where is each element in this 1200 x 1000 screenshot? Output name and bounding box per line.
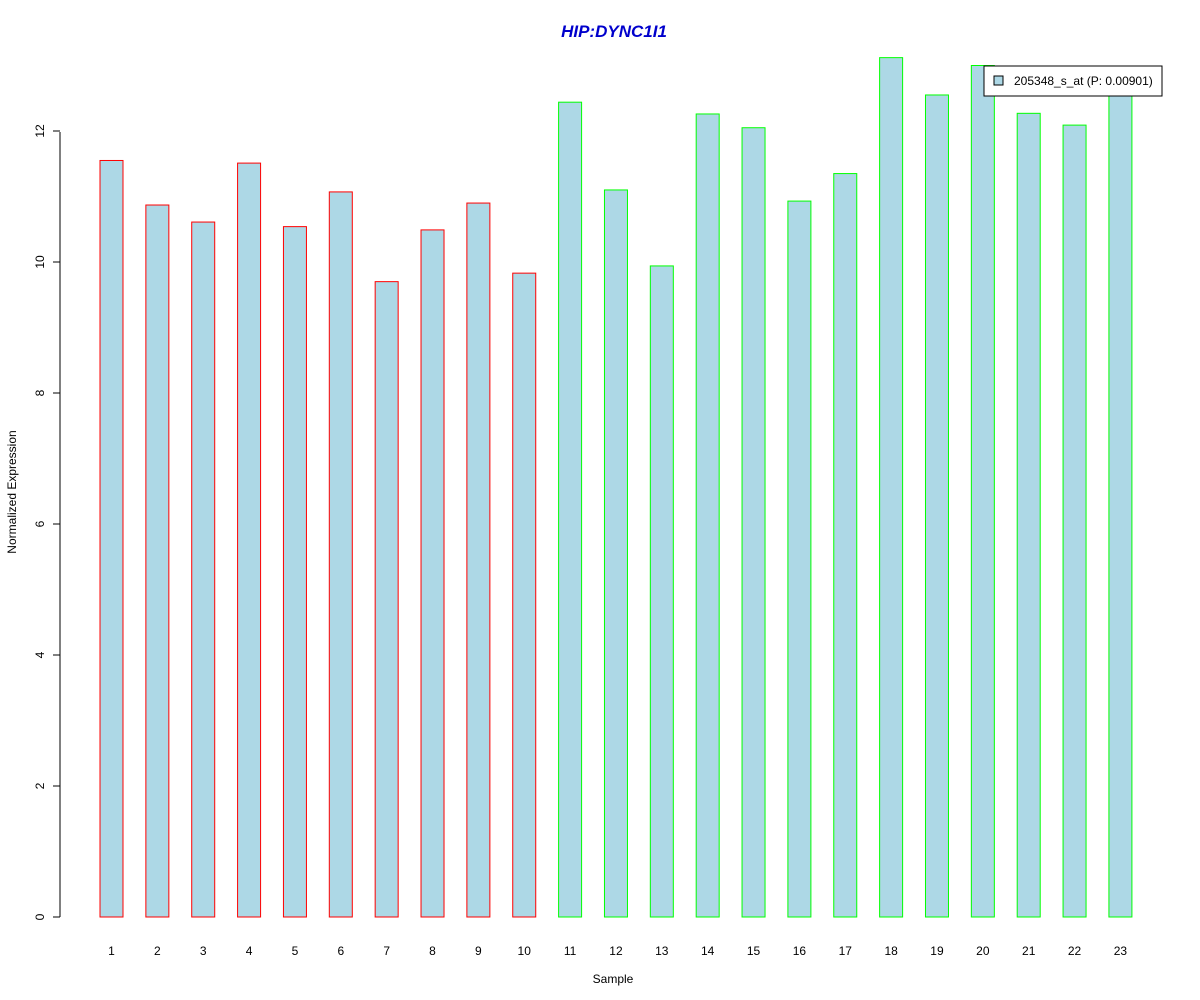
bar-sample-17: [833, 173, 858, 918]
y-tick-label: 0: [33, 913, 47, 920]
bar-sample-8: [420, 229, 445, 918]
x-tick-label: 21: [1022, 944, 1036, 958]
legend-swatch: [993, 75, 1004, 86]
bar-sample-13: [649, 265, 674, 918]
bar-sample-15: [741, 127, 766, 918]
y-tick-label: 8: [33, 389, 47, 396]
y-tick-label: 12: [33, 124, 47, 138]
x-tick-label: 5: [292, 944, 299, 958]
bar-sample-19: [924, 94, 949, 918]
bar-sample-23: [1108, 87, 1133, 918]
bar-sample-21: [1016, 112, 1041, 918]
bar-sample-16: [787, 200, 812, 918]
x-tick-label: 15: [747, 944, 761, 958]
bar-sample-20: [970, 65, 995, 918]
bar-sample-7: [374, 281, 399, 918]
y-tick-label: 4: [33, 651, 47, 658]
x-tick-label: 2: [154, 944, 161, 958]
x-tick-labels: 1 2 3 4 5 6 7 8 9 10 11 12 13 14 15 16 17 18 19 20 21 22 23: [108, 944, 1127, 958]
x-tick-label: 22: [1068, 944, 1082, 958]
x-tick-label: 18: [884, 944, 898, 958]
bar-sample-6: [328, 191, 353, 918]
y-axis-label: Normalized Expression: [5, 430, 19, 553]
bar-sample-22: [1062, 124, 1087, 918]
x-tick-label: 17: [839, 944, 853, 958]
x-tick-label: 20: [976, 944, 990, 958]
x-tick-label: 13: [655, 944, 669, 958]
x-tick-label: 10: [518, 944, 532, 958]
legend-label: 205348_s_at (P: 0.00901): [1014, 74, 1153, 88]
x-tick-label: 9: [475, 944, 482, 958]
x-tick-label: 1: [108, 944, 115, 958]
bar-sample-3: [191, 221, 216, 918]
y-axis: 0 2 4 6 8 10 12: [33, 124, 61, 920]
x-tick-label: 19: [930, 944, 944, 958]
x-tick-label: 14: [701, 944, 715, 958]
x-tick-label: 23: [1114, 944, 1128, 958]
bars-group: [99, 57, 1133, 918]
y-tick-label: 2: [33, 782, 47, 789]
bar-sample-2: [145, 204, 170, 918]
x-tick-label: 11: [564, 944, 577, 958]
bar-sample-18: [879, 57, 904, 918]
x-tick-label: 8: [429, 944, 436, 958]
bar-sample-10: [512, 272, 537, 918]
legend-box: [983, 65, 1163, 97]
bar-sample-1: [99, 159, 124, 918]
y-tick-label: 10: [33, 255, 47, 269]
x-tick-label: 3: [200, 944, 207, 958]
bar-sample-5: [282, 226, 307, 918]
y-tick-label: 6: [33, 520, 47, 527]
bar-sample-12: [603, 189, 628, 918]
x-tick-label: 12: [609, 944, 623, 958]
bar-sample-11: [558, 101, 583, 918]
x-axis-label: Sample: [593, 972, 634, 986]
chart-title: HIP:DYNC1I1: [561, 22, 667, 41]
legend: 205348_s_at (P: 0.00901): [983, 65, 1163, 97]
x-tick-label: 6: [337, 944, 344, 958]
x-tick-label: 4: [246, 944, 253, 958]
x-tick-label: 7: [383, 944, 390, 958]
x-tick-label: 16: [793, 944, 807, 958]
bar-sample-4: [237, 162, 262, 918]
bar-sample-9: [466, 202, 491, 918]
bar-sample-14: [695, 113, 720, 918]
